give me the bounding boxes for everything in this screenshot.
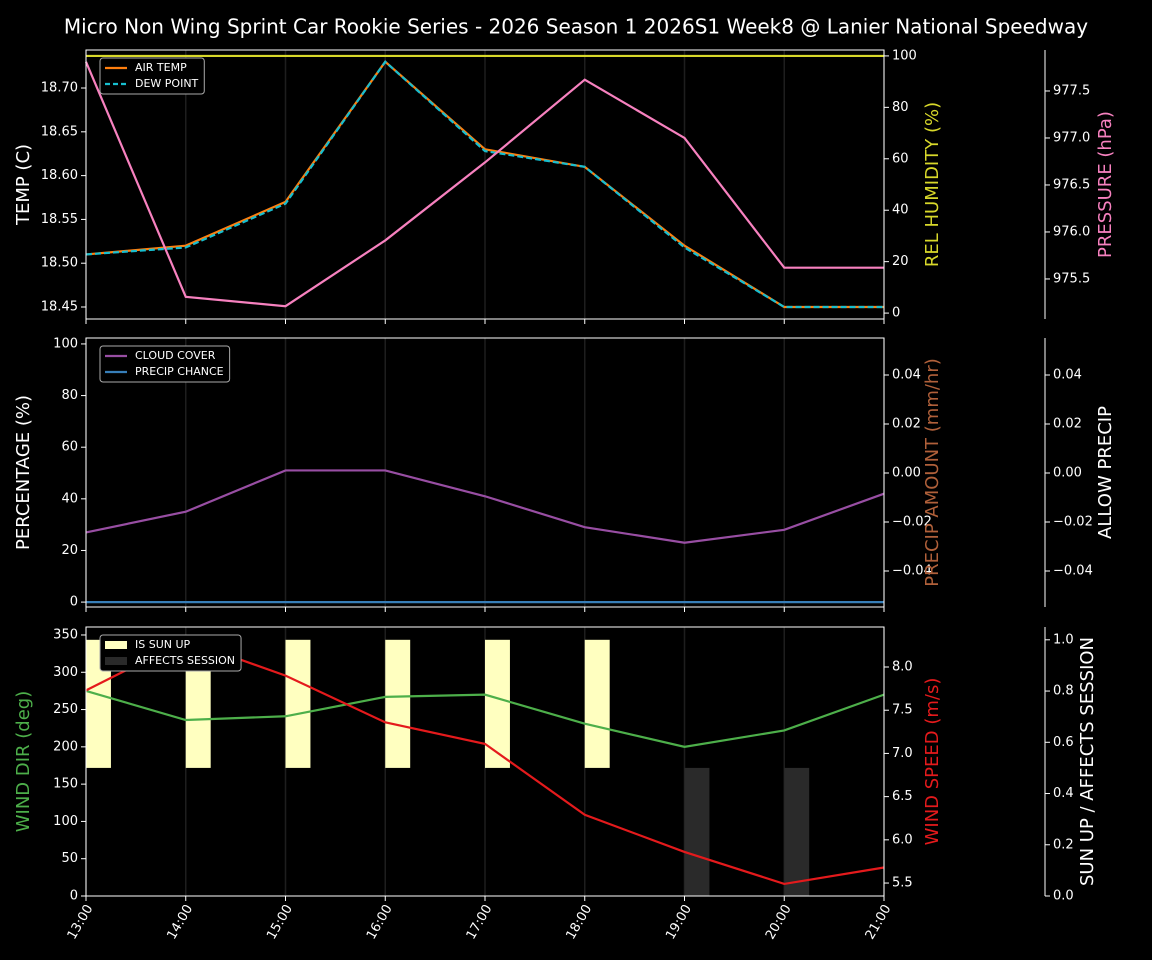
tick-label: −0.02 [1053,514,1093,529]
tick-label: 0.02 [892,416,921,431]
axis-label: REL HUMIDITY (%) [922,102,943,267]
tick-label: 0.02 [1053,416,1082,431]
chart-title: Micro Non Wing Sprint Car Rookie Series … [64,15,1088,39]
tick-label: 100 [53,336,78,351]
tick-label: 100 [53,814,78,829]
axis-label: PRECIP AMOUNT (mm/hr) [922,358,943,587]
bar [584,639,610,768]
line-series [85,60,884,309]
tick-label: 40 [892,203,909,218]
legend-box [99,345,231,383]
tick-label: 0.2 [1053,837,1074,852]
tick-label: 0.04 [892,367,921,382]
line-series [84,61,884,308]
tick-label: 0.00 [1053,465,1082,480]
tick-label: 0.04 [1053,367,1082,382]
tick-label: 250 [53,702,78,717]
tick-label: 18.55 [41,212,78,227]
legend-swatch [105,657,127,665]
tick-label: 5.5 [892,876,913,891]
legend-label: PRECIP CHANCE [135,365,224,378]
axis-label: SUN UP / AFFECTS SESSION [1077,637,1098,886]
tick-label: 7.5 [892,703,913,718]
tick-label: 976.5 [1053,177,1090,192]
tick-label: 0.6 [1053,735,1074,750]
legend-box [99,634,242,672]
axis-label: PERCENTAGE (%) [13,395,34,550]
tick-label: 40 [61,491,78,506]
tick-label: 0 [70,595,78,610]
tick-label: 18.65 [41,124,78,139]
tick-label: −0.04 [1053,563,1093,578]
axis-label: TEMP (C) [13,144,34,226]
legend-label: IS SUN UP [135,638,191,651]
tick-label: 80 [892,100,909,115]
line-series [85,689,885,748]
tick-label: 350 [53,627,78,642]
bar [485,639,510,768]
tick-label: 7.0 [892,746,913,761]
tick-label: −0.04 [892,563,932,578]
legend-label: AIR TEMP [135,61,187,74]
bar [784,767,810,896]
tick-label: 100 [892,48,917,63]
axis-label: WIND SPEED (m/s) [922,678,943,846]
bar [684,767,710,896]
legend-swatch [105,641,127,649]
tick-label: 20 [892,254,909,269]
tick-label: 18.70 [41,81,78,96]
legend-label: AFFECTS SESSION [135,654,235,667]
plot-frame [85,626,885,897]
tick-label: 0.4 [1053,786,1074,801]
tick-label: 80 [61,388,78,403]
bar [285,639,311,768]
tick-label: 6.5 [892,789,913,804]
tick-label: 150 [53,777,78,792]
tick-label: 60 [61,440,78,455]
tick-label: 20 [61,543,78,558]
tick-label: 977.5 [1053,83,1090,98]
axis-label: ALLOW PRECIP [1095,406,1116,539]
tick-label: 50 [61,851,78,866]
tick-label: 977.0 [1053,130,1090,145]
tick-label: 200 [53,739,78,754]
tick-label: 976.0 [1053,224,1090,239]
tick-label: 0 [70,889,78,904]
tick-label: 1.0 [1053,632,1074,647]
tick-label: 0.0 [1053,889,1074,904]
tick-label: 0.8 [1053,684,1074,699]
tick-label: 0.00 [892,465,921,480]
tick-label: 18.50 [41,256,78,271]
tick-label: 18.45 [41,299,78,314]
tick-label: 8.0 [892,660,913,675]
tick-label: 60 [892,151,909,166]
tick-label: 975.5 [1053,271,1090,286]
plot-frame [85,49,885,320]
tick-label: 0 [892,306,900,321]
tick-label: 18.60 [41,168,78,183]
tick-label: 6.0 [892,832,913,847]
legend-label: CLOUD COVER [135,349,216,362]
plot-frame [85,337,885,608]
axis-label: PRESSURE (hPa) [1095,111,1116,258]
tick-label: −0.02 [892,514,932,529]
axis-label: WIND DIR (deg) [13,691,34,833]
legend-label: DEW POINT [135,77,199,90]
bar [385,639,411,768]
line-series [85,469,885,544]
tick-label: 300 [53,665,78,680]
